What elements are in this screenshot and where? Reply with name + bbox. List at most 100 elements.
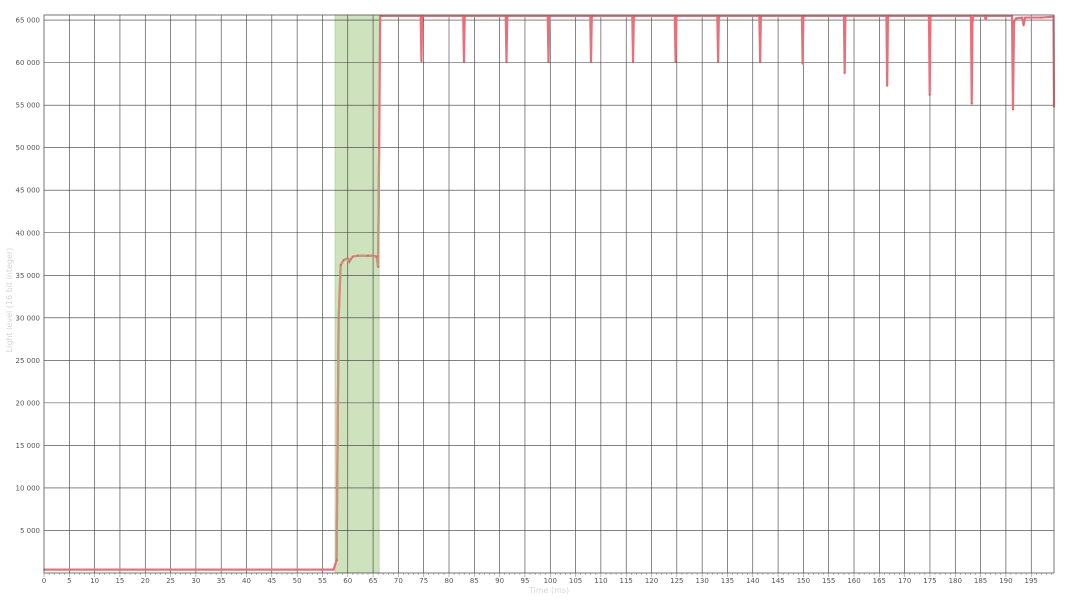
data-point [984,18,987,21]
x-tick-label: 185 [974,577,987,585]
x-tick-label: 40 [242,577,251,585]
x-tick-label: 35 [217,577,226,585]
data-point [591,14,594,17]
y-tick-label: 55 000 [16,102,41,110]
data-point [632,60,634,63]
y-tick-label: 40 000 [16,229,41,237]
x-tick-label: 0 [42,577,46,585]
y-tick-label: 30 000 [16,314,41,322]
x-tick-label: 30 [191,577,200,585]
data-point [1015,17,1017,20]
data-point [930,14,933,17]
data-point [842,14,845,17]
y-tick-label: 25 000 [16,357,41,365]
highlight-band [334,14,380,574]
y-tick-label: 50 000 [16,144,41,152]
x-tick-label: 95 [520,577,529,585]
data-point [673,14,676,17]
data-point [367,254,369,257]
data-point [589,14,592,17]
x-tick-label: 105 [569,577,582,585]
x-tick-label: 15 [115,577,124,585]
data-point [1022,24,1025,27]
tick-label-layer: 5 000 10 000 15 000 20 000 25 000 30 000 35 00… [16,17,1038,585]
plot-frame [43,14,1055,574]
data-point [507,14,510,17]
x-tick-label: 80 [445,577,454,585]
data-point [379,14,382,17]
x-tick-label: 20 [141,577,150,585]
x-tick-label: 55 [318,577,327,585]
y-tick-label: 65 000 [16,17,41,25]
data-point [1011,14,1013,17]
x-tick-label: 100 [544,577,557,585]
data-point [801,62,804,65]
data-point [356,254,359,257]
y-tick-label: 10 000 [16,484,41,492]
data-point [463,60,465,63]
data-point [928,14,930,17]
y-tick-label: 5 000 [20,527,40,535]
x-tick-label: 130 [695,577,708,585]
data-point [971,20,974,22]
x-tick-label: 170 [898,577,911,585]
data-point [718,14,721,17]
x-tick-label: 135 [721,577,734,585]
data-point [504,14,507,17]
data-point [462,14,465,17]
data-point [985,14,988,17]
data-point [970,14,972,17]
y-tick-label: 35 000 [16,272,41,280]
data-point [1013,20,1015,23]
x-tick-label: 25 [166,577,175,585]
data-point [972,14,975,17]
data-point [351,255,354,258]
y-tick-label: 45 000 [16,187,41,195]
x-tick-label: 120 [645,577,658,585]
x-tick-label: 125 [670,577,683,585]
data-point [758,14,761,17]
x-tick-label: 75 [419,577,428,585]
x-tick-label: 145 [771,577,784,585]
data-point [332,568,335,571]
data-point [843,71,846,74]
series-layer [43,14,1056,571]
x-tick-label: 5 [67,577,71,585]
y-tick-label: 20 000 [16,399,41,407]
x-tick-label: 45 [267,577,276,585]
x-tick-label: 70 [394,577,403,585]
data-point [1021,16,1024,19]
data-point [339,264,342,266]
data-point [381,14,384,17]
data-point [342,259,345,261]
x-tick-label: 85 [470,577,479,585]
x-tick-label: 175 [923,577,936,585]
data-point [505,60,508,63]
data-point [803,14,806,17]
data-point [716,14,719,17]
data-point [633,14,636,17]
data-point [335,559,338,562]
data-point [590,60,592,63]
x-axis-label: Time (ms) [528,586,569,595]
data-point [422,14,425,17]
data-point [845,14,848,17]
data-point [377,265,380,268]
data-point [348,260,351,263]
data-point [760,14,763,17]
data-point [547,60,550,63]
data-point [1024,16,1027,19]
data-point [372,254,374,257]
x-tick-label: 115 [620,577,633,585]
data-point [546,14,549,17]
x-tick-label: 155 [822,577,835,585]
data-point [420,60,423,62]
data-point [1012,108,1014,111]
data-point [676,14,679,17]
x-tick-label: 150 [797,577,810,585]
highlight-band-layer [334,14,380,574]
x-tick-label: 160 [847,577,860,585]
data-point [886,84,889,87]
data-point [800,14,803,17]
